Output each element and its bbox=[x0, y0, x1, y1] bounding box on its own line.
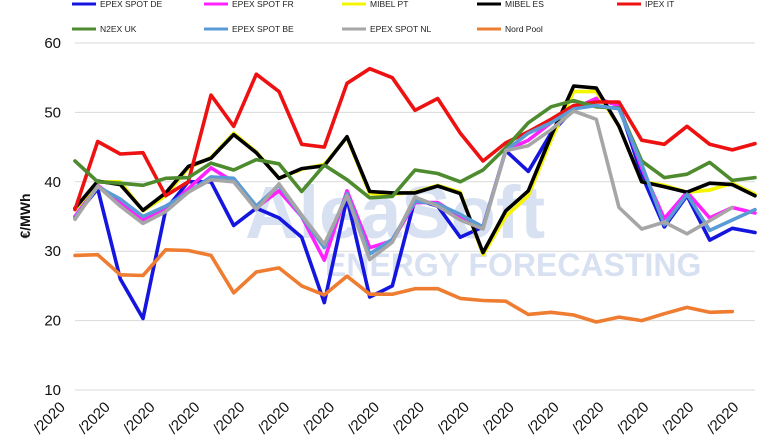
y-tick-label: 60 bbox=[44, 35, 61, 52]
legend-label: Nord Pool bbox=[505, 24, 543, 34]
legend-label: EPEX SPOT DE bbox=[100, 0, 163, 9]
legend-label: MIBEL ES bbox=[505, 0, 544, 9]
watermark-brand: AleaSoft bbox=[245, 171, 545, 254]
legend: EPEX SPOT DE EPEX SPOT FR MIBEL PT MIBEL ES… bbox=[72, 0, 674, 34]
y-tick-label: 30 bbox=[44, 243, 61, 260]
series-line-mibel-es bbox=[73, 84, 757, 255]
legend-label: IPEX IT bbox=[645, 0, 674, 9]
series-line-ipex-it bbox=[73, 66, 757, 212]
y-tick-label: 50 bbox=[44, 104, 61, 121]
series-line-nord-pool bbox=[73, 248, 735, 324]
legend-label: EPEX SPOT NL bbox=[370, 24, 432, 34]
y-tick-label: 20 bbox=[44, 313, 61, 330]
watermark-tagline: ENERGY FORECASTING bbox=[325, 247, 701, 283]
series-line-epex-spot-nl bbox=[73, 109, 735, 262]
series-layer bbox=[73, 66, 757, 324]
y-tick-label: 40 bbox=[44, 174, 61, 191]
y-axis-title: €/MWh bbox=[17, 193, 33, 238]
y-tick-label: 10 bbox=[44, 382, 61, 399]
legend-label: EPEX SPOT BE bbox=[232, 24, 294, 34]
legend-label: MIBEL PT bbox=[370, 0, 408, 9]
legend-label: N2EX UK bbox=[100, 24, 137, 34]
legend-label: EPEX SPOT FR bbox=[232, 0, 294, 9]
y-axis-ticks: 10 20 30 40 50 60 bbox=[44, 35, 61, 399]
